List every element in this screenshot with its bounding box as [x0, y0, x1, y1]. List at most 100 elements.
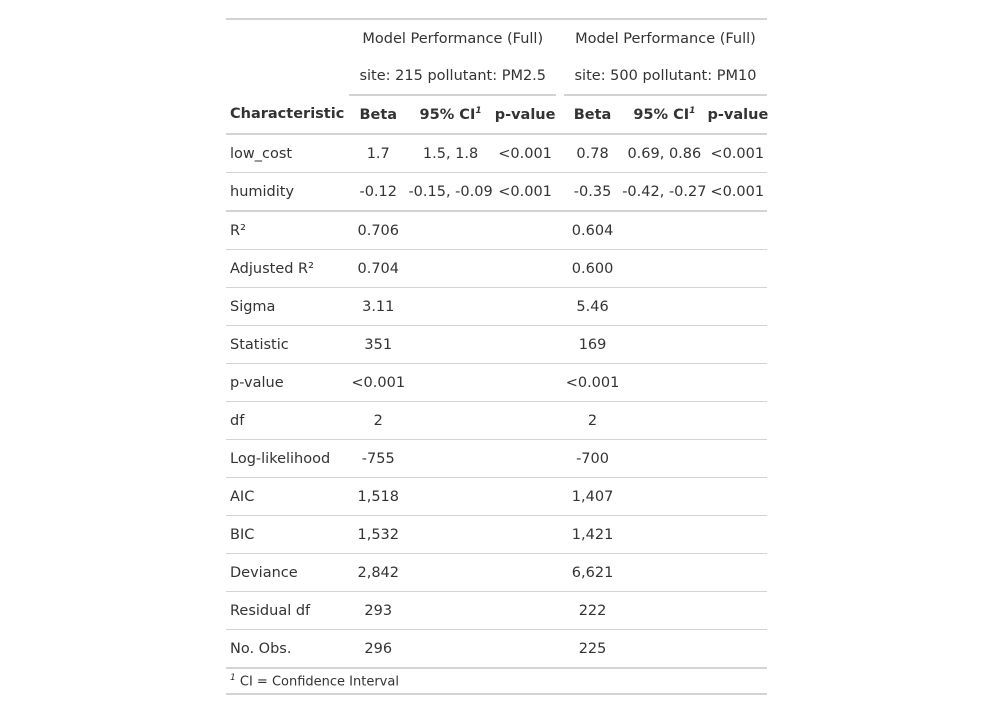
empty-cell [493, 591, 557, 630]
stat-value-model-2: 1,407 [563, 477, 622, 516]
empty-cell [493, 363, 557, 402]
table-row: Deviance 2,842 6,621 [226, 553, 767, 592]
table-row: low_cost 1.7 1.5, 1.8 <0.001 0.78 0.69, 0.86 <… [226, 134, 767, 173]
stat-label: Deviance [226, 553, 350, 592]
empty-cell [493, 629, 557, 669]
footnote-row: 1 CI = Confidence Interval [226, 668, 767, 695]
table-body: low_cost 1.7 1.5, 1.8 <0.001 0.78 0.69, 0.86 <… [226, 134, 767, 669]
empty-cell [493, 325, 557, 364]
empty-cell [707, 287, 767, 326]
footnote-mark: 1 [689, 106, 696, 117]
stat-value-model-1: 0.704 [349, 249, 408, 288]
spanner-title-row: Model Performance (Full) Model Performan… [226, 18, 767, 57]
table-row: Sigma 3.11 5.46 [226, 287, 767, 326]
stat-value-model-1: <0.001 [349, 363, 408, 402]
empty-cell [707, 249, 767, 288]
p-value: <0.001 [493, 172, 557, 212]
table-row: AIC 1,518 1,407 [226, 477, 767, 516]
stat-value-model-2: 225 [563, 629, 622, 669]
empty-cell [621, 287, 708, 326]
p-value: <0.001 [493, 134, 557, 173]
empty-cell [407, 591, 494, 630]
row-label: low_cost [226, 134, 350, 173]
empty-cell [493, 287, 557, 326]
spacer [556, 477, 564, 516]
p-value: <0.001 [707, 134, 767, 173]
empty-cell [407, 477, 494, 516]
empty-cell [493, 477, 557, 516]
spacer [556, 553, 564, 592]
stat-value-model-1: 0.706 [349, 211, 408, 250]
footnote-mark: 1 [475, 106, 482, 117]
column-header-characteristic: Characteristic [226, 95, 350, 135]
stat-label: R² [226, 211, 350, 250]
ci-value: 0.69, 0.86 [621, 134, 708, 173]
beta-value: 0.78 [563, 134, 622, 173]
stat-label: Log-likelihood [226, 439, 350, 478]
row-label: humidity [226, 172, 350, 212]
empty-cell [407, 515, 494, 554]
spacer [556, 591, 564, 630]
empty-cell [621, 211, 708, 250]
spacer [556, 325, 564, 364]
ci-value: -0.42, -0.27 [621, 172, 708, 212]
stat-value-model-2: 169 [563, 325, 622, 364]
stat-value-model-1: 351 [349, 325, 408, 364]
stat-label: BIC [226, 515, 350, 554]
stat-value-model-1: 2,842 [349, 553, 408, 592]
spacer [556, 287, 564, 326]
empty-cell [707, 553, 767, 592]
spanner-title-model-2: Model Performance (Full) [563, 18, 767, 57]
stat-label: Residual df [226, 591, 350, 630]
spanner-title-model-1: Model Performance (Full) [349, 18, 557, 57]
empty-cell [707, 477, 767, 516]
spacer [556, 363, 564, 402]
stat-value-model-1: 1,518 [349, 477, 408, 516]
beta-value: -0.35 [563, 172, 622, 212]
empty-cell [621, 515, 708, 554]
empty-cell [621, 439, 708, 478]
spanner-subtitle-row: site: 215 pollutant: PM2.5 site: 500 pol… [226, 57, 767, 96]
empty-cell [707, 629, 767, 669]
stat-value-model-1: 293 [349, 591, 408, 630]
table-row: Residual df 293 222 [226, 591, 767, 630]
column-header-row: Characteristic Beta 95% CI1 p-value Beta… [226, 95, 768, 135]
spacer [556, 134, 564, 173]
table-row: p-value <0.001 <0.001 [226, 363, 767, 402]
ci-value: -0.15, -0.09 [407, 172, 494, 212]
p-value: <0.001 [707, 172, 767, 212]
empty-cell [493, 401, 557, 440]
empty-cell [407, 249, 494, 288]
empty-cell [707, 325, 767, 364]
spacer [556, 211, 564, 250]
spacer [556, 439, 564, 478]
column-header-pvalue-1: p-value [493, 95, 557, 135]
stat-value-model-2: 6,621 [563, 553, 622, 592]
empty-cell [493, 211, 557, 250]
stat-value-model-2: 0.604 [563, 211, 622, 250]
table-row: Statistic 351 169 [226, 325, 767, 364]
empty-cell [407, 325, 494, 364]
empty-cell [407, 553, 494, 592]
stat-value-model-1: 1,532 [349, 515, 408, 554]
table-row: df 2 2 [226, 401, 767, 440]
column-header-ci-2: 95% CI1 [621, 95, 708, 135]
stat-label: AIC [226, 477, 350, 516]
stat-label: Adjusted R² [226, 249, 350, 288]
stat-value-model-2: 0.600 [563, 249, 622, 288]
regression-table-container: Model Performance (Full) Model Performan… [226, 18, 768, 695]
ci-value: 1.5, 1.8 [407, 134, 494, 173]
table-row: R² 0.706 0.604 [226, 211, 767, 250]
table-row: Log-likelihood -755 -700 [226, 439, 767, 478]
empty-cell [493, 553, 557, 592]
empty-cell [621, 363, 708, 402]
empty-cell [621, 591, 708, 630]
empty-cell [493, 515, 557, 554]
column-header-pvalue-2: p-value [707, 95, 768, 135]
stat-value-model-2: -700 [563, 439, 622, 478]
empty-cell [707, 439, 767, 478]
column-header-ci-1: 95% CI1 [407, 95, 494, 135]
beta-value: 1.7 [349, 134, 408, 173]
spacer [556, 172, 564, 212]
empty-cell [621, 401, 708, 440]
